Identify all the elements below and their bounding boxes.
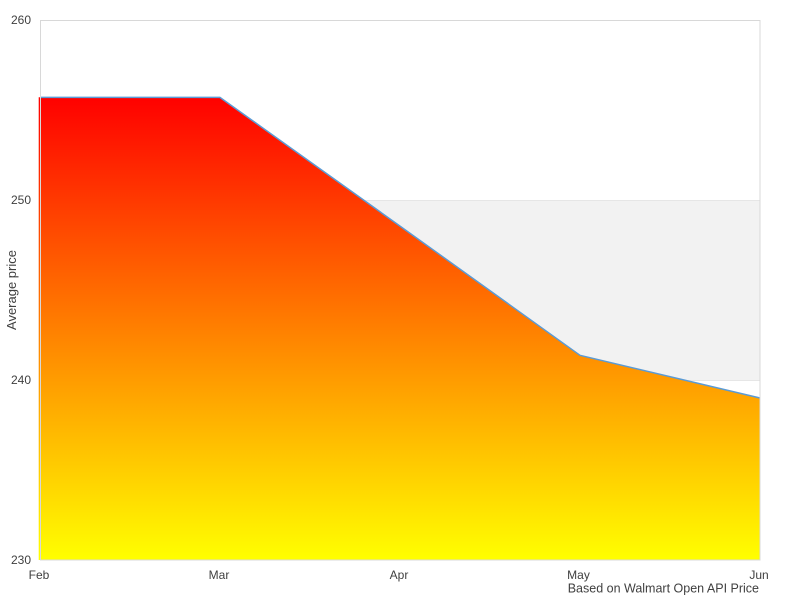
svg-text:Based on Walmart Open API Pric: Based on Walmart Open API Price: [568, 582, 759, 596]
svg-text:Apr: Apr: [390, 568, 409, 582]
svg-text:May: May: [567, 568, 590, 582]
svg-text:230: 230: [11, 553, 31, 567]
svg-text:Feb: Feb: [29, 568, 50, 582]
svg-text:Average price: Average price: [4, 250, 19, 330]
svg-text:240: 240: [11, 373, 31, 387]
svg-text:260: 260: [11, 13, 31, 27]
svg-text:Jun: Jun: [749, 568, 768, 582]
svg-text:250: 250: [11, 193, 31, 207]
svg-text:Mar: Mar: [209, 568, 230, 582]
